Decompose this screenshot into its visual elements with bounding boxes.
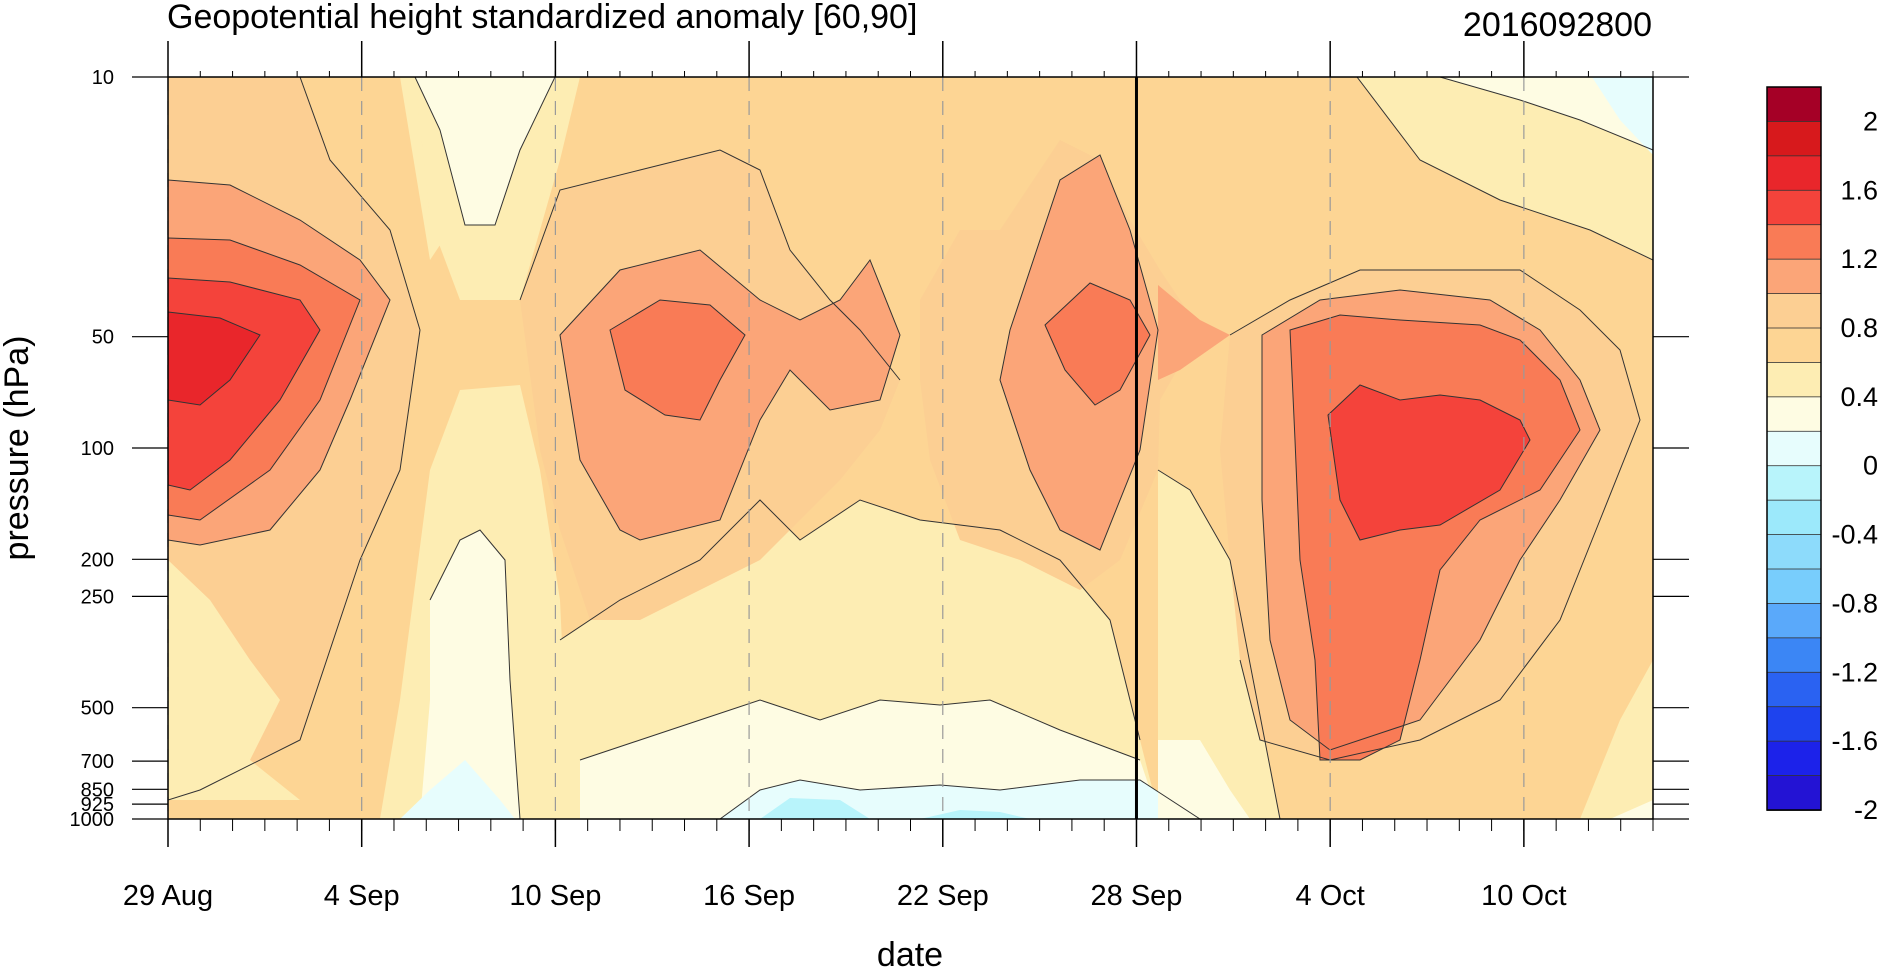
colorbar-label-8: -1.2 [1831,657,1878,687]
y-tick-label-9: 1000 [70,809,115,831]
y-tick-label-1: 50 [92,327,114,349]
colorbar-swatch-10 [1766,430,1822,467]
contour-1.2-mid2 [1045,283,1150,405]
colorbar-label-10: -2 [1854,795,1878,825]
colorbar-swatch-17 [1766,671,1822,708]
colorbar-label-4: 0.4 [1840,382,1878,412]
x-tick-label-4: 22 Sep [897,880,989,912]
x-tick-label-5: 28 Sep [1091,880,1183,912]
y-tick-label-3: 200 [81,549,114,571]
colorbar-swatch-2 [1766,155,1822,192]
contour-0.4-far-right-low [1580,660,1653,819]
x-tick-label-3: 16 Sep [703,880,795,912]
y-tick-label-6: 700 [81,751,114,773]
colorbar-swatch-11 [1766,465,1822,502]
x-tick-label-0: 29 Aug [123,880,213,912]
chart-date-code: 2016092800 [1463,6,1652,44]
colorbar-swatch-1 [1766,121,1822,157]
colorbar-label-2: 1.2 [1840,244,1878,274]
colorbar-swatch-13 [1766,534,1822,570]
colorbar-swatch-8 [1766,362,1822,398]
contour-0-right-low [1158,740,1250,819]
x-tick-label-7: 10 Oct [1481,880,1566,912]
contour-neg-right-top [1592,77,1653,155]
y-tick-label-8: 925 [81,794,114,816]
contour-fill [168,77,1653,819]
colorbar-swatch-9 [1766,396,1822,433]
y-tick-label-0: 10 [92,67,114,89]
contour-neg-0.2-lower [760,798,1030,819]
y-axis-title: pressure (hPa) [0,336,36,561]
colorbar-frame [1766,86,1822,811]
x-axis-ticks: 29 Aug 4 Sep 10 Sep 16 Sep 22 Sep 28 Sep 4 Oct… [123,41,1654,912]
y-tick-label-5: 500 [81,698,114,720]
y-tick-label-2: 100 [81,438,114,460]
colorbar-swatch-16 [1766,637,1822,674]
y-tick-label-7: 850 [81,779,114,801]
x-tick-label-1: 4 Sep [324,880,400,912]
colorbar-swatch-7 [1766,327,1822,364]
colorbar-swatch-4 [1766,224,1822,261]
contour-0-far-right-low [1610,800,1653,819]
contour-neg-left [400,760,515,819]
contour-0.4-left-lower [168,560,300,800]
contour-1.4-right [1328,385,1530,540]
colorbar-swatch-3 [1766,189,1822,226]
colorbar: 2 1.6 1.2 0.8 0.4 0 -0.4 -0.8 -1.2 -1.6 -2 [1766,86,1878,825]
colorbar-label-1: 1.6 [1840,175,1878,205]
colorbar-swatch-18 [1766,706,1822,743]
x-tick-label-6: 4 Oct [1296,880,1365,912]
contour-0.4-right-top [1357,77,1653,260]
contour-0-column-top [415,77,555,225]
x-tick-label-2: 10 Sep [509,880,601,912]
colorbar-swatch-12 [1766,499,1822,536]
colorbar-swatch-5 [1766,258,1822,295]
contour-0-right-top [1440,77,1653,150]
contour-0-column-low [420,530,520,819]
contour-0.4-right-low [1158,470,1280,819]
contour-1.6-left [168,312,260,405]
colorbar-label-6: -0.4 [1831,520,1878,550]
contour-1.2-mid1 [610,300,745,420]
colorbar-swatch-19 [1766,740,1822,777]
contour-1.0-wedge [1158,285,1230,380]
chart-title: Geopotential height standardized anomaly… [167,0,917,36]
colorbar-label-0: 2 [1863,106,1878,136]
y-tick-label-4: 250 [81,586,114,608]
colorbar-swatch-0 [1766,86,1822,123]
colorbar-swatch-6 [1766,293,1822,329]
contour-lines [168,77,1653,819]
colorbar-label-3: 0.8 [1840,313,1878,343]
colorbar-swatch-15 [1766,603,1822,639]
colorbar-label-7: -0.8 [1831,588,1878,618]
x-axis-title: date [877,936,943,969]
contour-0.4-column-top [415,77,580,300]
colorbar-label-5: 0 [1863,451,1878,481]
colorbar-swatch-14 [1766,568,1822,605]
colorbar-label-9: -1.6 [1831,726,1878,756]
colorbar-swatch-20 [1766,775,1822,811]
